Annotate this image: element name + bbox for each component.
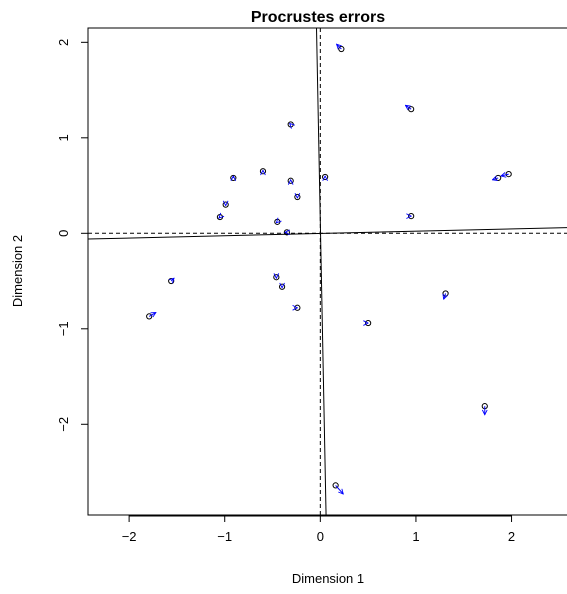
y-axis: −2 −1 0 1 2 (56, 39, 88, 432)
y-axis-label: Dimension 2 (10, 235, 25, 307)
plot-area (88, 28, 567, 515)
error-arrow (492, 178, 499, 180)
target-point (146, 313, 153, 320)
target-point (365, 319, 372, 327)
x-tick-label: 2 (508, 529, 515, 544)
x-tick-label: 1 (412, 529, 419, 544)
error-arrow (148, 313, 156, 317)
error-arrow (501, 174, 509, 176)
x-tick-label: −2 (122, 529, 137, 544)
rotated-axis-2 (316, 28, 327, 515)
x-tick-label: −1 (217, 529, 232, 544)
error-arrow (335, 485, 344, 494)
plot-layer (87, 27, 567, 516)
y-tick-label: 2 (56, 39, 71, 46)
error-arrow (290, 123, 291, 124)
y-tick-label: −2 (56, 417, 71, 432)
y-tick-label: 0 (56, 230, 71, 237)
error-arrow (444, 293, 446, 299)
target-point (408, 213, 415, 220)
y-tick-label: −1 (56, 321, 71, 336)
y-tick-label: 1 (56, 134, 71, 141)
target-point (294, 304, 301, 311)
chart-title: Procrustes errors (251, 9, 385, 26)
x-tick-label: 0 (317, 529, 324, 544)
plot-frame (87, 27, 567, 516)
error-arrow (405, 105, 412, 109)
error-arrow (337, 44, 342, 49)
error-arrow (171, 278, 174, 281)
target-point (332, 482, 339, 489)
x-axis-label: Dimension 1 (292, 571, 364, 586)
target-point (294, 193, 301, 201)
error-arrow (219, 217, 220, 218)
error-arrow (276, 222, 277, 223)
target-point (495, 174, 502, 182)
x-axis: −2 −1 0 1 2 (122, 515, 515, 544)
rotated-axis-1 (88, 227, 567, 240)
